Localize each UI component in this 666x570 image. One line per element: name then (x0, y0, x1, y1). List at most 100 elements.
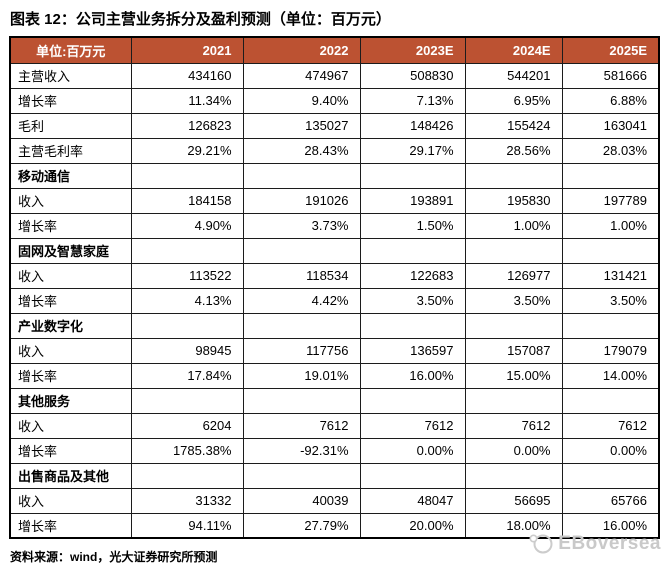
cell-value: 29.21% (130, 137, 244, 164)
cell-value: 3.50% (359, 287, 466, 314)
table-body: 主营收入 434160 474967 508830 544201 581666 增长率 11.… (9, 62, 660, 539)
cell-value: 6.95% (464, 87, 563, 114)
cell-value: 16.00% (359, 362, 466, 389)
row-label: 收入 (9, 262, 132, 289)
cell-value (242, 387, 361, 414)
cell-value: 94.11% (130, 512, 244, 539)
table-row: 收入 6204 7612 7612 7612 7612 (9, 412, 660, 439)
cell-value: 197789 (561, 187, 660, 214)
table-row: 收入 98945 117756 136597 157087 179079 (9, 337, 660, 364)
cell-value: 7612 (561, 412, 660, 439)
cell-value (242, 462, 361, 489)
header-2024e: 2024E (464, 36, 563, 64)
cell-value (359, 312, 466, 339)
table-row: 增长率 4.13% 4.42% 3.50% 3.50% 3.50% (9, 287, 660, 314)
cell-value: 40039 (242, 487, 361, 514)
row-label: 增长率 (9, 362, 132, 389)
cell-value (130, 312, 244, 339)
section-row: 其他服务 (9, 387, 660, 414)
section-row: 固网及智慧家庭 (9, 237, 660, 264)
table-title: 图表 12：公司主营业务拆分及盈利预测（单位：百万元） (10, 11, 391, 28)
cell-value: 28.43% (242, 137, 361, 164)
cell-value (359, 162, 466, 189)
cell-value (464, 162, 563, 189)
cell-value (464, 312, 563, 339)
cell-value: 6204 (130, 412, 244, 439)
section-row: 出售商品及其他 (9, 462, 660, 489)
table-row: 增长率 11.34% 9.40% 7.13% 6.95% 6.88% (9, 87, 660, 114)
cell-value: 191026 (242, 187, 361, 214)
cell-value (242, 312, 361, 339)
cell-value: 7.13% (359, 87, 466, 114)
cell-value: 4.13% (130, 287, 244, 314)
table-row: 增长率 17.84% 19.01% 16.00% 15.00% 14.00% (9, 362, 660, 389)
cell-value: 1.00% (464, 212, 563, 239)
cell-value: 28.56% (464, 137, 563, 164)
cell-value (130, 237, 244, 264)
cell-value: 122683 (359, 262, 466, 289)
header-row: 单位:百万元 2021 2022 2023E 2024E 2025E (9, 36, 660, 64)
row-label: 主营毛利率 (9, 137, 132, 164)
cell-value: 7612 (242, 412, 361, 439)
cell-value: 65766 (561, 487, 660, 514)
row-label: 收入 (9, 412, 132, 439)
cell-value: 4.42% (242, 287, 361, 314)
cell-value: 157087 (464, 337, 563, 364)
table-row: 收入 184158 191026 193891 195830 197789 (9, 187, 660, 214)
cell-value (359, 462, 466, 489)
header-2022: 2022 (242, 36, 361, 64)
row-label: 出售商品及其他 (9, 462, 132, 489)
cell-value (130, 162, 244, 189)
row-label: 增长率 (9, 87, 132, 114)
cell-value: 126977 (464, 262, 563, 289)
header-2023e: 2023E (359, 36, 466, 64)
header-2021: 2021 (130, 36, 244, 64)
row-label: 主营收入 (9, 62, 132, 89)
cell-value: 7612 (464, 412, 563, 439)
row-label: 增长率 (9, 512, 132, 539)
cell-value: 14.00% (561, 362, 660, 389)
cell-value: 1.50% (359, 212, 466, 239)
row-label: 产业数字化 (9, 312, 132, 339)
cell-value (464, 462, 563, 489)
table-row: 主营毛利率 29.21% 28.43% 29.17% 28.56% 28.03% (9, 137, 660, 164)
cell-value: 4.90% (130, 212, 244, 239)
cell-value: 31332 (130, 487, 244, 514)
cell-value: 27.79% (242, 512, 361, 539)
row-label: 增长率 (9, 212, 132, 239)
cell-value: 3.73% (242, 212, 361, 239)
cell-value: 3.50% (464, 287, 563, 314)
cell-value: 184158 (130, 187, 244, 214)
cell-value (561, 387, 660, 414)
cell-value: 148426 (359, 112, 466, 139)
cell-value: 474967 (242, 62, 361, 89)
cell-value (242, 162, 361, 189)
cell-value: 19.01% (242, 362, 361, 389)
table-row: 增长率 4.90% 3.73% 1.50% 1.00% 1.00% (9, 212, 660, 239)
table-header: 单位:百万元 2021 2022 2023E 2024E 2025E (9, 36, 660, 64)
cell-value (561, 462, 660, 489)
row-label: 收入 (9, 337, 132, 364)
cell-value: 20.00% (359, 512, 466, 539)
cell-value: 193891 (359, 187, 466, 214)
cell-value: 29.17% (359, 137, 466, 164)
cell-value: 9.40% (242, 87, 361, 114)
cell-value: 118534 (242, 262, 361, 289)
cell-value: 6.88% (561, 87, 660, 114)
row-label: 移动通信 (9, 162, 132, 189)
cell-value: 48047 (359, 487, 466, 514)
cell-value: -92.31% (242, 437, 361, 464)
row-label: 增长率 (9, 287, 132, 314)
table-row: 收入 31332 40039 48047 56695 65766 (9, 487, 660, 514)
cell-value: 179079 (561, 337, 660, 364)
row-label: 收入 (9, 187, 132, 214)
header-2025e: 2025E (561, 36, 660, 64)
section-row: 移动通信 (9, 162, 660, 189)
cell-value: 0.00% (561, 437, 660, 464)
cell-value: 18.00% (464, 512, 563, 539)
cell-value: 1785.38% (130, 437, 244, 464)
cell-value: 0.00% (359, 437, 466, 464)
cell-value: 1.00% (561, 212, 660, 239)
cell-value: 163041 (561, 112, 660, 139)
cell-value (130, 462, 244, 489)
